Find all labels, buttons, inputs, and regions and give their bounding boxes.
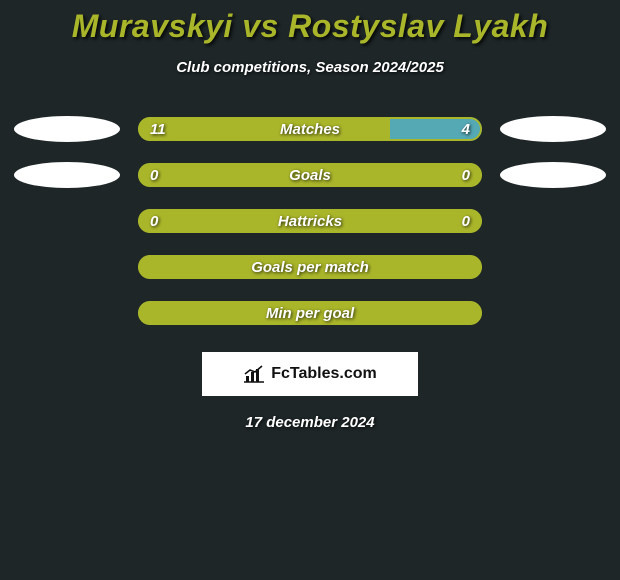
page-title: Muravskyi vs Rostyslav Lyakh xyxy=(0,0,620,45)
stat-row: Goals per match xyxy=(0,244,620,290)
stat-row: 00Hattricks xyxy=(0,198,620,244)
attribution-text: FcTables.com xyxy=(271,365,377,383)
bar-left-fill xyxy=(138,255,482,279)
player1-marker xyxy=(14,162,120,188)
bar-left-fill xyxy=(138,301,482,325)
stat-bar: Goals per match xyxy=(138,255,482,279)
stat-row: 00Goals xyxy=(0,152,620,198)
chart-icon xyxy=(243,365,265,383)
stat-row: 114Matches xyxy=(0,106,620,152)
comparison-infographic: Muravskyi vs Rostyslav Lyakh Club compet… xyxy=(0,0,620,580)
stat-bar: Min per goal xyxy=(138,301,482,325)
player2-marker xyxy=(500,162,606,188)
stats-rows: 114Matches 00Goals 00Hattricks Goals per ma… xyxy=(0,106,620,336)
bar-left-fill xyxy=(138,117,390,141)
stat-bar: 00Goals xyxy=(138,163,482,187)
player2-marker xyxy=(500,116,606,142)
stat-bar: 00Hattricks xyxy=(138,209,482,233)
attribution-box: FcTables.com xyxy=(202,352,418,396)
player1-marker xyxy=(14,116,120,142)
stat-bar: 114Matches xyxy=(138,117,482,141)
date-text: 17 december 2024 xyxy=(0,414,620,431)
bar-left-fill xyxy=(138,163,482,187)
page-subtitle: Club competitions, Season 2024/2025 xyxy=(0,59,620,76)
bar-right-fill xyxy=(390,117,482,141)
bar-left-fill xyxy=(138,209,482,233)
stat-row: Min per goal xyxy=(0,290,620,336)
